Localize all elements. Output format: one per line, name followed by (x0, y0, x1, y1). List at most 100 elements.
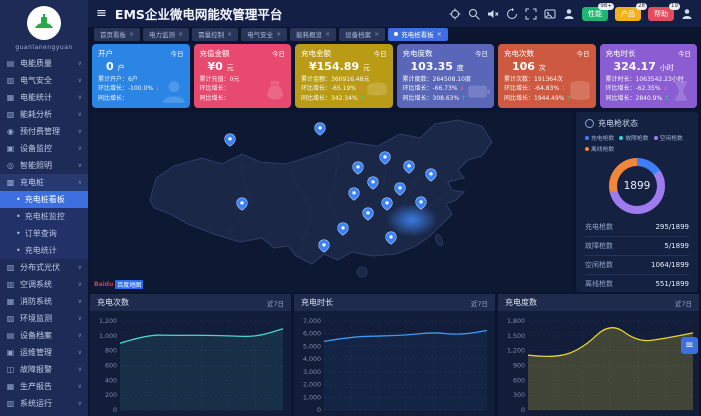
locate-icon[interactable] (449, 8, 461, 20)
map-pin[interactable] (367, 176, 379, 193)
stat-card-充电次数[interactable]: 充电次数 今日 106 次累计次数：191364次 环比增长：-64.83% ↓ 同比增… (498, 44, 596, 108)
notify-pill-性能[interactable]: 性能 98+ (582, 2, 614, 21)
sidebar-item-电能统计[interactable]: ▦ 电能统计 ∨ (0, 89, 88, 106)
map-pin[interactable] (318, 239, 330, 256)
sidebar-item-空调系统[interactable]: ▥ 空调系统 ∨ (0, 276, 88, 293)
sidebar-item-充电桩[interactable]: ▩ 充电桩 ∧ (0, 174, 88, 191)
tab-充电桩看板[interactable]: 充电桩看板 × (388, 27, 448, 41)
map-pin[interactable] (394, 182, 406, 199)
settings-fab[interactable]: ≡ (681, 337, 698, 354)
notify-pill-帮助[interactable]: 帮助 19 (648, 2, 680, 21)
main-area: ≡ EMS企业微电网能效管理平台 性能 98+ 产品 28 帮助 19 首页看板 × 电力监测… (88, 0, 701, 416)
map-pin[interactable] (385, 231, 397, 248)
stat-card-开户[interactable]: 开户 今日 0 户累计开户：6户 环比增长：-100.0% ↓ 同比增长： (92, 44, 190, 108)
chevron-down-icon: ∨ (77, 383, 82, 390)
map-pin[interactable] (352, 161, 364, 178)
map-pin[interactable] (425, 168, 437, 185)
china-map[interactable]: Baidu 百度地图 (90, 112, 572, 292)
notify-pill-产品[interactable]: 产品 28 (615, 2, 647, 21)
mute-icon[interactable] (487, 8, 499, 20)
sidebar-item-故障报警[interactable]: ◫ 故障报警 ∨ (0, 361, 88, 378)
tab-能耗概览[interactable]: 能耗概览 × (290, 27, 337, 41)
close-icon[interactable]: × (436, 30, 442, 38)
tab-首页看板[interactable]: 首页看板 × (94, 27, 141, 41)
map-pin[interactable] (224, 133, 236, 150)
sidebar-subitem-充电桩看板[interactable]: • 充电桩看板 (0, 191, 88, 208)
pv-icon: ▨ (6, 263, 15, 272)
sidebar-item-设备监控[interactable]: ▣ 设备监控 ∨ (0, 140, 88, 157)
ops-icon: ▣ (6, 348, 15, 357)
tab-电力监测[interactable]: 电力监测 × (143, 27, 190, 41)
svg-text:3,000: 3,000 (303, 369, 321, 376)
map-pin[interactable] (381, 197, 393, 214)
tab-电气安全[interactable]: 电气安全 × (241, 27, 288, 41)
legend-item-充电枪数[interactable]: 充电枪数 (585, 133, 619, 142)
stat-card-充值金额[interactable]: 充值金额 今日 ¥0 元累计充值：0元 环比增长： 同比增长： (193, 44, 291, 108)
power-quality-icon: ▤ (6, 59, 15, 68)
stat-card-充电时长[interactable]: 充电时长 今日 324.17 小时 累计时长：1063542.23小时 环比增长：-62… (599, 44, 697, 108)
company-logo[interactable] (27, 6, 61, 40)
sidebar-item-系统运行[interactable]: ▥ 系统运行 ∨ (0, 395, 88, 412)
sidebar-subitem-充电统计[interactable]: • 充电统计 (0, 242, 88, 259)
legend-item-离线枪数[interactable]: 离线枪数 (585, 144, 619, 153)
down-arrow-icon: ↓ (457, 85, 465, 93)
line-chart-duration: 0 1,000 2,000 3,000 4,000 5,000 6,000 7,000 (303, 318, 488, 414)
close-icon[interactable]: × (374, 30, 380, 38)
stat-card-充电金额[interactable]: 充电金额 今日 ¥154.89 元累计金额：360916.48元 环比增长：-65.1… (295, 44, 393, 108)
hamburger-icon[interactable]: ≡ (96, 6, 107, 21)
map-pin[interactable] (314, 122, 326, 139)
svg-text:5,000: 5,000 (303, 343, 321, 350)
chart-period[interactable]: 近7日 (266, 299, 284, 308)
tab-需量控制[interactable]: 需量控制 × (192, 27, 239, 41)
refresh-icon[interactable] (506, 7, 518, 20)
chart-period[interactable]: 近7日 (470, 299, 488, 308)
avatar[interactable] (681, 8, 693, 20)
user-icon[interactable] (563, 8, 575, 20)
sidebar-item-label: 环境监测 (20, 314, 52, 323)
close-icon[interactable]: × (178, 30, 184, 38)
gun-row-value: 5/1899 (664, 242, 689, 250)
map-pin[interactable] (403, 160, 415, 177)
map-pin[interactable] (337, 222, 349, 239)
sidebar-item-电气安全[interactable]: ▥ 电气安全 ∨ (0, 72, 88, 89)
sidebar-item-能耗分析[interactable]: ▧ 能耗分析 ∨ (0, 106, 88, 123)
chevron-down-icon: ∨ (77, 264, 82, 271)
search-icon[interactable] (468, 8, 480, 20)
sidebar-item-生产报告[interactable]: ▦ 生产报告 ∨ (0, 378, 88, 395)
sidebar-subitem-充电桩监控[interactable]: • 充电桩监控 (0, 208, 88, 225)
gun-panel-title-text: 充电枪状态 (598, 119, 638, 128)
tab-设备档案[interactable]: 设备档案 × (339, 27, 386, 41)
map-pin[interactable] (236, 197, 248, 214)
close-icon[interactable]: × (227, 30, 233, 38)
sidebar-item-环境监测[interactable]: ▧ 环境监测 ∨ (0, 310, 88, 327)
sidebar-item-分布式光伏[interactable]: ▨ 分布式光伏 ∨ (0, 259, 88, 276)
close-icon[interactable]: × (129, 30, 135, 38)
sidebar-item-智能照明[interactable]: ◎ 智能照明 ∨ (0, 157, 88, 174)
map-pin[interactable] (415, 196, 427, 213)
screenshot-icon[interactable] (544, 8, 556, 20)
top-header: ≡ EMS企业微电网能效管理平台 性能 98+ 产品 28 帮助 19 (88, 0, 701, 27)
card-stat-line: 同比增长：308.63% ↑ (402, 94, 467, 102)
map-pin[interactable] (379, 151, 391, 168)
card-period-tag: 今日 (373, 50, 387, 58)
card-stat-line: 累计度数：264508.10度 (402, 76, 471, 83)
svg-text:200: 200 (105, 392, 117, 399)
sidebar-subitem-订单查询[interactable]: • 订单查询 (0, 225, 88, 242)
fullscreen-icon[interactable] (525, 8, 537, 20)
sidebar-item-消防系统[interactable]: ▦ 消防系统 ∨ (0, 293, 88, 310)
map-pin[interactable] (362, 207, 374, 224)
map-pin[interactable] (348, 187, 360, 204)
card-stat-line: 累计充值：0元 (199, 76, 240, 83)
sidebar-item-预付费管理[interactable]: ◉ 预付费管理 ∨ (0, 123, 88, 140)
sidebar-item-电能质量[interactable]: ▤ 电能质量 ∨ (0, 55, 88, 72)
map-shape (149, 119, 493, 278)
close-icon[interactable]: × (325, 30, 331, 38)
sidebar-item-运维管理[interactable]: ▣ 运维管理 ∨ (0, 344, 88, 361)
legend-item-故障枪数[interactable]: 故障枪数 (619, 133, 653, 142)
chevron-down-icon: ∨ (77, 162, 82, 169)
chart-period[interactable]: 近7日 (674, 299, 692, 308)
legend-item-空闲枪数[interactable]: 空闲枪数 (653, 133, 688, 142)
stat-card-充电度数[interactable]: 充电度数 今日 103.35 度累计度数：264508.10度 环比增长：-66.73… (396, 44, 494, 108)
close-icon[interactable]: × (276, 30, 282, 38)
sidebar-item-设备档案[interactable]: ▤ 设备档案 ∨ (0, 327, 88, 344)
